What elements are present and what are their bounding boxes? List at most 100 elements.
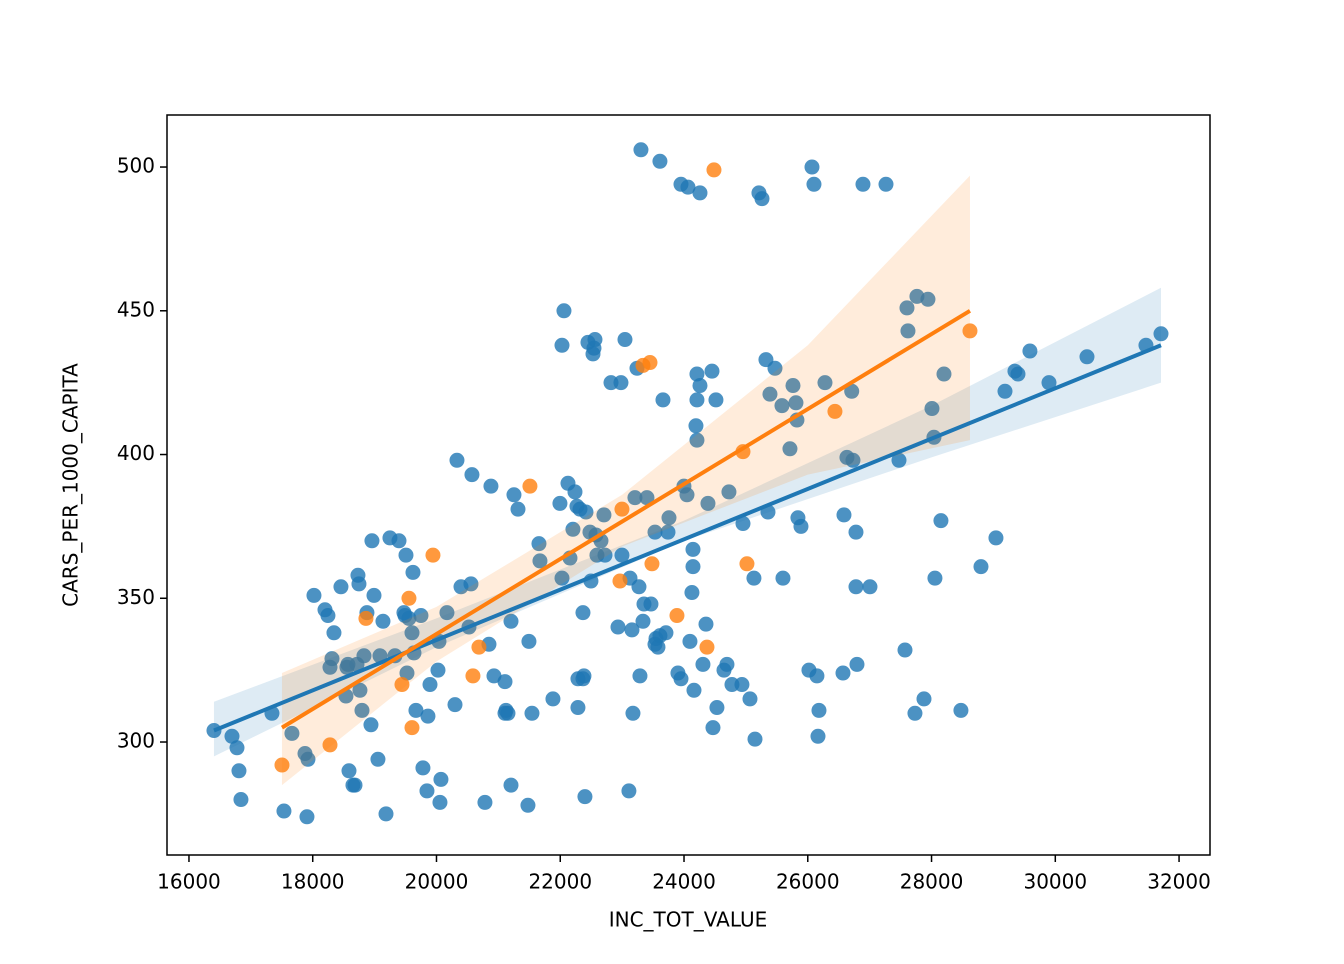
point [596, 507, 612, 523]
point [354, 702, 370, 718]
point [705, 720, 721, 736]
point [430, 662, 446, 678]
point [439, 605, 455, 621]
point [709, 700, 725, 716]
point [322, 737, 338, 753]
point [655, 392, 671, 408]
point [358, 610, 374, 626]
point [617, 332, 633, 348]
point [401, 590, 417, 606]
point [432, 794, 448, 810]
point [578, 504, 594, 520]
point [742, 691, 758, 707]
point [422, 677, 438, 693]
point [660, 524, 676, 540]
point [627, 490, 643, 506]
point [224, 728, 240, 744]
point [520, 797, 536, 813]
point [394, 677, 410, 693]
point [747, 731, 763, 747]
point [767, 360, 783, 376]
point [754, 191, 770, 207]
point [700, 495, 716, 511]
y-tick-label: 500 [117, 154, 155, 178]
point [351, 576, 367, 592]
point [673, 671, 689, 687]
point [624, 622, 640, 638]
point [300, 751, 316, 767]
point [575, 605, 591, 621]
x-tick-label: 30000 [1023, 870, 1087, 894]
point [689, 392, 705, 408]
point [849, 656, 865, 672]
y-tick-label: 400 [117, 441, 155, 465]
point [688, 418, 704, 434]
point [433, 771, 449, 787]
point [848, 579, 864, 595]
point [899, 300, 915, 316]
point [556, 303, 572, 319]
point [1010, 366, 1026, 382]
confidence-band [213, 287, 1161, 757]
y-tick-label: 450 [117, 297, 155, 321]
point [333, 579, 349, 595]
point [827, 403, 843, 419]
point [326, 625, 342, 641]
point [679, 487, 695, 503]
point [567, 484, 583, 500]
point [404, 720, 420, 736]
point [401, 610, 417, 626]
y-tick-label: 350 [117, 585, 155, 609]
point [785, 378, 801, 394]
point [299, 809, 315, 825]
point [900, 323, 916, 339]
point [521, 633, 537, 649]
x-tick-label: 26000 [776, 870, 840, 894]
point [897, 642, 913, 658]
x-tick-label: 32000 [1147, 870, 1211, 894]
point [231, 763, 247, 779]
point [689, 432, 705, 448]
point [366, 587, 382, 603]
point [782, 441, 798, 457]
point [524, 705, 540, 721]
point [405, 564, 421, 580]
point [1079, 349, 1095, 365]
point [734, 677, 750, 693]
point [464, 467, 480, 483]
point [927, 570, 943, 586]
point [669, 608, 685, 624]
point [631, 579, 647, 595]
point [775, 570, 791, 586]
point [844, 383, 860, 399]
point [685, 559, 701, 575]
regression-line [280, 309, 972, 730]
point [1022, 343, 1038, 359]
point [625, 705, 641, 721]
point [284, 725, 300, 741]
point [652, 153, 668, 169]
point [597, 547, 613, 563]
point [621, 783, 637, 799]
point [352, 682, 368, 698]
point [399, 665, 415, 681]
point [486, 668, 502, 684]
point [522, 478, 538, 494]
confidence-band [281, 175, 970, 786]
point [415, 760, 431, 776]
point [632, 668, 648, 684]
point [306, 587, 322, 603]
point [613, 375, 629, 391]
point [848, 524, 864, 540]
point [704, 363, 720, 379]
point [708, 392, 724, 408]
x-axis-label: INC_TOT_VALUE [609, 908, 768, 932]
point [685, 541, 701, 557]
point [647, 524, 663, 540]
point [398, 547, 414, 563]
point [356, 648, 372, 664]
x-tick-label: 20000 [405, 870, 469, 894]
point [497, 674, 513, 690]
point [862, 579, 878, 595]
